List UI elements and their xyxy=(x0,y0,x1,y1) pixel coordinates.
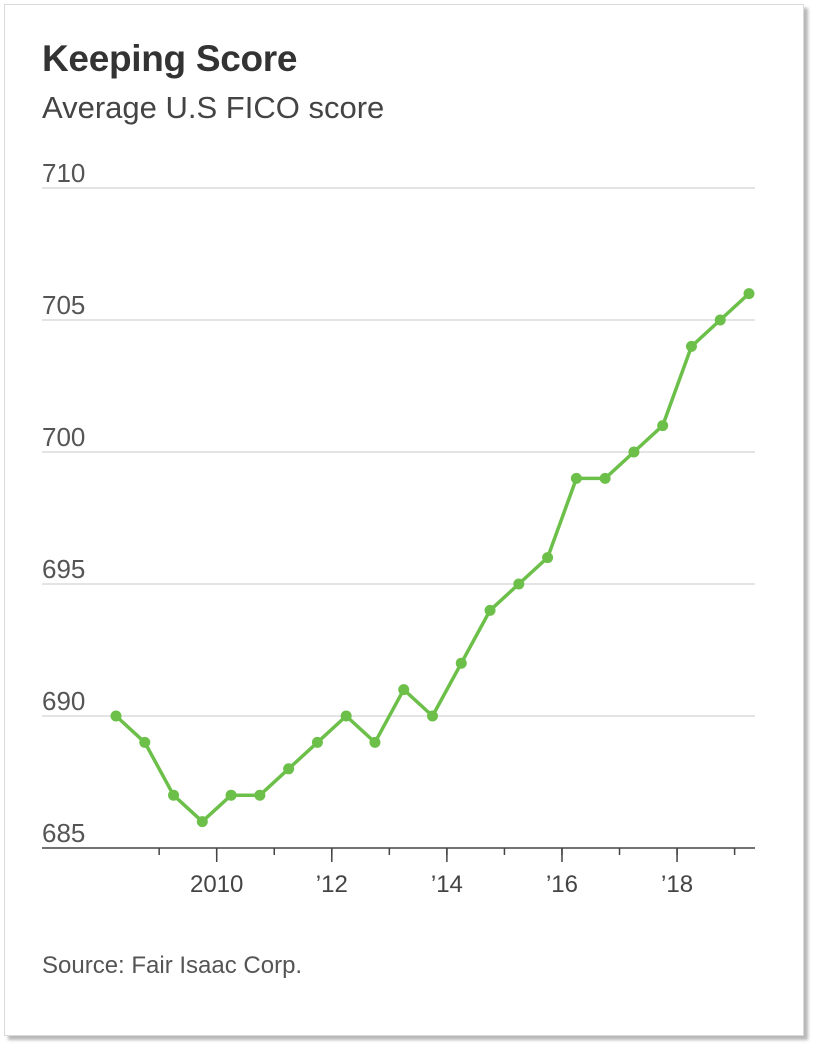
gridlines xyxy=(42,187,755,717)
data-point-5 xyxy=(254,789,266,801)
x-tick-label-2018: ’18 xyxy=(661,871,693,898)
data-point-16 xyxy=(570,472,582,484)
series-fico-score xyxy=(110,288,755,828)
data-point-13 xyxy=(484,604,496,616)
data-point-19 xyxy=(657,420,669,432)
y-tick-label-700: 700 xyxy=(42,422,85,452)
data-point-18 xyxy=(628,446,640,458)
y-tick-label-690: 690 xyxy=(42,686,85,716)
data-point-17 xyxy=(599,472,611,484)
y-tick-label-685: 685 xyxy=(42,818,85,848)
y-tick-label-710: 710 xyxy=(42,158,85,188)
x-axis-tick-labels: 2010 ’12 ’14 ’16 ’18 xyxy=(190,871,693,898)
x-tick-label-2012: ’12 xyxy=(316,871,348,898)
data-point-20 xyxy=(685,340,697,352)
chart-card xyxy=(4,4,804,1036)
data-point-21 xyxy=(714,314,726,326)
y-tick-label-695: 695 xyxy=(42,554,85,584)
y-axis-tick-labels: 710 705 700 695 690 685 xyxy=(42,158,85,848)
data-point-8 xyxy=(340,710,352,722)
x-tick-label-2016: ’16 xyxy=(546,871,578,898)
data-point-15 xyxy=(542,552,554,564)
series-line xyxy=(114,291,751,824)
data-point-1 xyxy=(139,736,151,748)
data-point-2 xyxy=(168,789,180,801)
data-point-14 xyxy=(513,578,525,590)
data-point-12 xyxy=(455,657,467,669)
chart-subtitle: Average U.S FICO score xyxy=(42,90,385,125)
data-point-10 xyxy=(398,684,410,696)
data-point-11 xyxy=(427,710,438,722)
data-point-4 xyxy=(225,789,237,801)
chart-title: Keeping Score xyxy=(42,38,298,79)
y-tick-label-705: 705 xyxy=(42,290,85,320)
x-tick-label-2014: ’14 xyxy=(431,871,463,898)
data-point-22 xyxy=(743,288,755,300)
x-tick-label-2010: 2010 xyxy=(190,871,243,898)
data-point-3 xyxy=(196,816,208,828)
data-point-9 xyxy=(369,736,381,748)
source-note: Source: Fair Isaac Corp. xyxy=(42,952,303,979)
data-point-6 xyxy=(283,763,295,775)
data-point-0 xyxy=(110,710,122,722)
data-point-7 xyxy=(311,736,323,748)
x-axis xyxy=(42,847,755,862)
